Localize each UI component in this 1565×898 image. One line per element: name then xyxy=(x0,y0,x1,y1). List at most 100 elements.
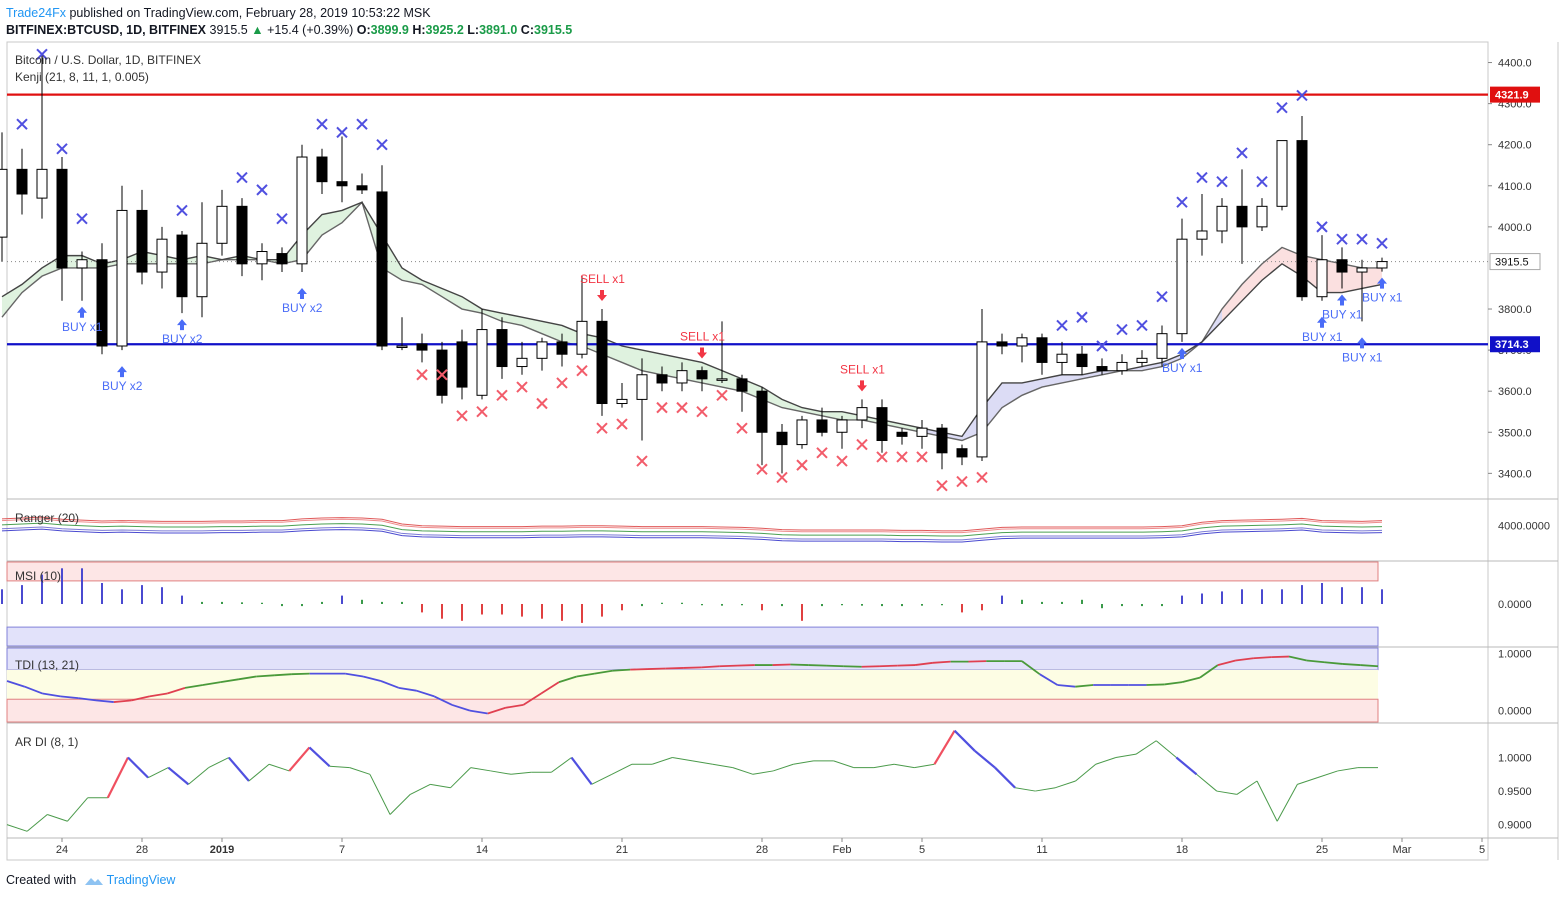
candle-body xyxy=(616,398,628,405)
red-cross-mark-stroke xyxy=(696,406,708,418)
candle-body xyxy=(336,181,348,187)
candle-body xyxy=(276,253,288,265)
ardi-line-segment xyxy=(188,767,209,785)
ardi-line-segment xyxy=(1175,756,1198,776)
candle-body xyxy=(256,251,268,265)
tdi-line-segment xyxy=(505,704,524,709)
candle xyxy=(276,247,288,273)
candle-body xyxy=(436,349,448,396)
sell-signal: SELL x1 xyxy=(580,272,625,302)
blue-cross-mark-stroke xyxy=(36,48,48,61)
buy-arrow-icon xyxy=(297,288,307,300)
candle xyxy=(136,189,148,285)
candle xyxy=(636,358,648,441)
candle-body xyxy=(516,357,528,368)
price-tick-label: 4100.0 xyxy=(1498,181,1532,193)
buy-signal: BUY x1 xyxy=(1342,337,1383,364)
tdi-line-segment xyxy=(861,665,880,668)
tdi-line-segment xyxy=(826,664,844,668)
buy-signal-label: BUY x1 xyxy=(62,320,103,334)
red-cross-mark-stroke xyxy=(816,447,828,459)
candle xyxy=(1336,247,1348,289)
blue-cross-mark xyxy=(376,138,388,151)
red-cross-mark xyxy=(776,471,788,484)
buy-signal: BUY x1 xyxy=(62,306,103,334)
ranger-band-line xyxy=(1,526,1383,541)
candle xyxy=(496,317,508,379)
blue-cross-mark-stroke xyxy=(76,212,88,225)
candle xyxy=(696,366,708,392)
red-cross-mark-stroke xyxy=(516,381,528,393)
buy-arrow-icon xyxy=(177,319,187,331)
candle xyxy=(316,148,328,194)
buy-signal-label: BUY x2 xyxy=(102,379,143,393)
candle xyxy=(556,333,568,367)
kenji-cloud-segment xyxy=(1022,378,1042,396)
tdi-line-segment xyxy=(1181,676,1201,684)
red-cross-mark-stroke xyxy=(976,471,988,484)
blue-cross-mark xyxy=(336,126,348,139)
price-tick-label: 3800.0 xyxy=(1498,304,1532,316)
price-change: +15.4 (+0.39%) xyxy=(267,23,354,37)
red-cross-mark xyxy=(556,377,568,389)
ardi-line-segment xyxy=(1155,740,1177,758)
ardi-line-segment xyxy=(106,757,129,799)
kenji-cloud-segment xyxy=(522,317,542,334)
candle-body xyxy=(1096,366,1108,372)
red-cross-mark xyxy=(536,397,548,410)
tdi-tick-label: 0.0000 xyxy=(1498,706,1532,718)
ranger-band-line xyxy=(1,522,1383,537)
tdi-line-segment xyxy=(1164,681,1183,686)
ardi-line-segment xyxy=(1236,780,1258,795)
blue-cross-mark-stroke xyxy=(56,143,68,155)
ardi-line-segment xyxy=(551,757,572,773)
candle-body xyxy=(476,329,488,396)
kenji-cloud-segment xyxy=(402,267,422,285)
tdi-line-segment xyxy=(665,667,684,670)
price-level-badge xyxy=(1490,86,1540,103)
tdi-tick-label: 1.0000 xyxy=(1498,649,1532,661)
red-cross-mark-stroke xyxy=(636,455,648,467)
blue-cross-mark-stroke xyxy=(1336,233,1348,245)
main-price-pane: 3400.03500.03600.03700.03800.04000.04100… xyxy=(0,48,1541,492)
blue-cross-mark xyxy=(1156,290,1168,303)
tdi-line-segment xyxy=(576,672,595,678)
blue-cross-mark xyxy=(256,184,268,196)
blue-cross-mark-stroke xyxy=(1136,319,1148,332)
tdi-line-segment xyxy=(220,678,239,684)
ardi-line-segment xyxy=(873,763,895,769)
candle-body xyxy=(876,407,888,441)
ardi-line-segment xyxy=(389,794,411,815)
blue-cross-mark xyxy=(1076,311,1088,323)
ardi-line-segment xyxy=(1115,753,1137,759)
ardi-line-segment xyxy=(833,760,854,769)
ardi-line-segment xyxy=(752,770,774,775)
candle xyxy=(1056,341,1068,375)
candle xyxy=(576,276,588,359)
tdi-line-segment xyxy=(238,675,257,681)
candle xyxy=(996,333,1008,355)
blue-cross-mark xyxy=(16,118,28,130)
tradingview-link[interactable]: TradingView xyxy=(106,873,176,887)
ardi-line-segment xyxy=(26,814,48,832)
tdi-line-segment xyxy=(166,686,186,695)
red-cross-mark-stroke xyxy=(556,377,568,389)
blue-cross-mark-stroke xyxy=(236,171,248,184)
tdi-line-segment xyxy=(469,709,488,715)
blue-cross-mark xyxy=(1196,171,1208,184)
publisher-name[interactable]: Trade24Fx xyxy=(6,6,66,20)
candle-body xyxy=(1236,205,1248,228)
candle-body xyxy=(956,448,968,458)
candle-body xyxy=(816,419,828,433)
ardi-line-segment xyxy=(329,765,350,769)
buy-signal-label: BUY x1 xyxy=(1162,361,1203,375)
msi-tick-label: 0.0000 xyxy=(1498,599,1532,611)
time-tick-label: 11 xyxy=(1036,844,1047,856)
ardi-line-segment xyxy=(1075,763,1097,782)
candle-body xyxy=(296,156,308,265)
candle-body xyxy=(1296,140,1308,298)
msi-pane: 0.0000 MSI (10) xyxy=(1,561,1532,647)
red-cross-mark xyxy=(756,463,768,475)
candle xyxy=(1116,354,1128,375)
